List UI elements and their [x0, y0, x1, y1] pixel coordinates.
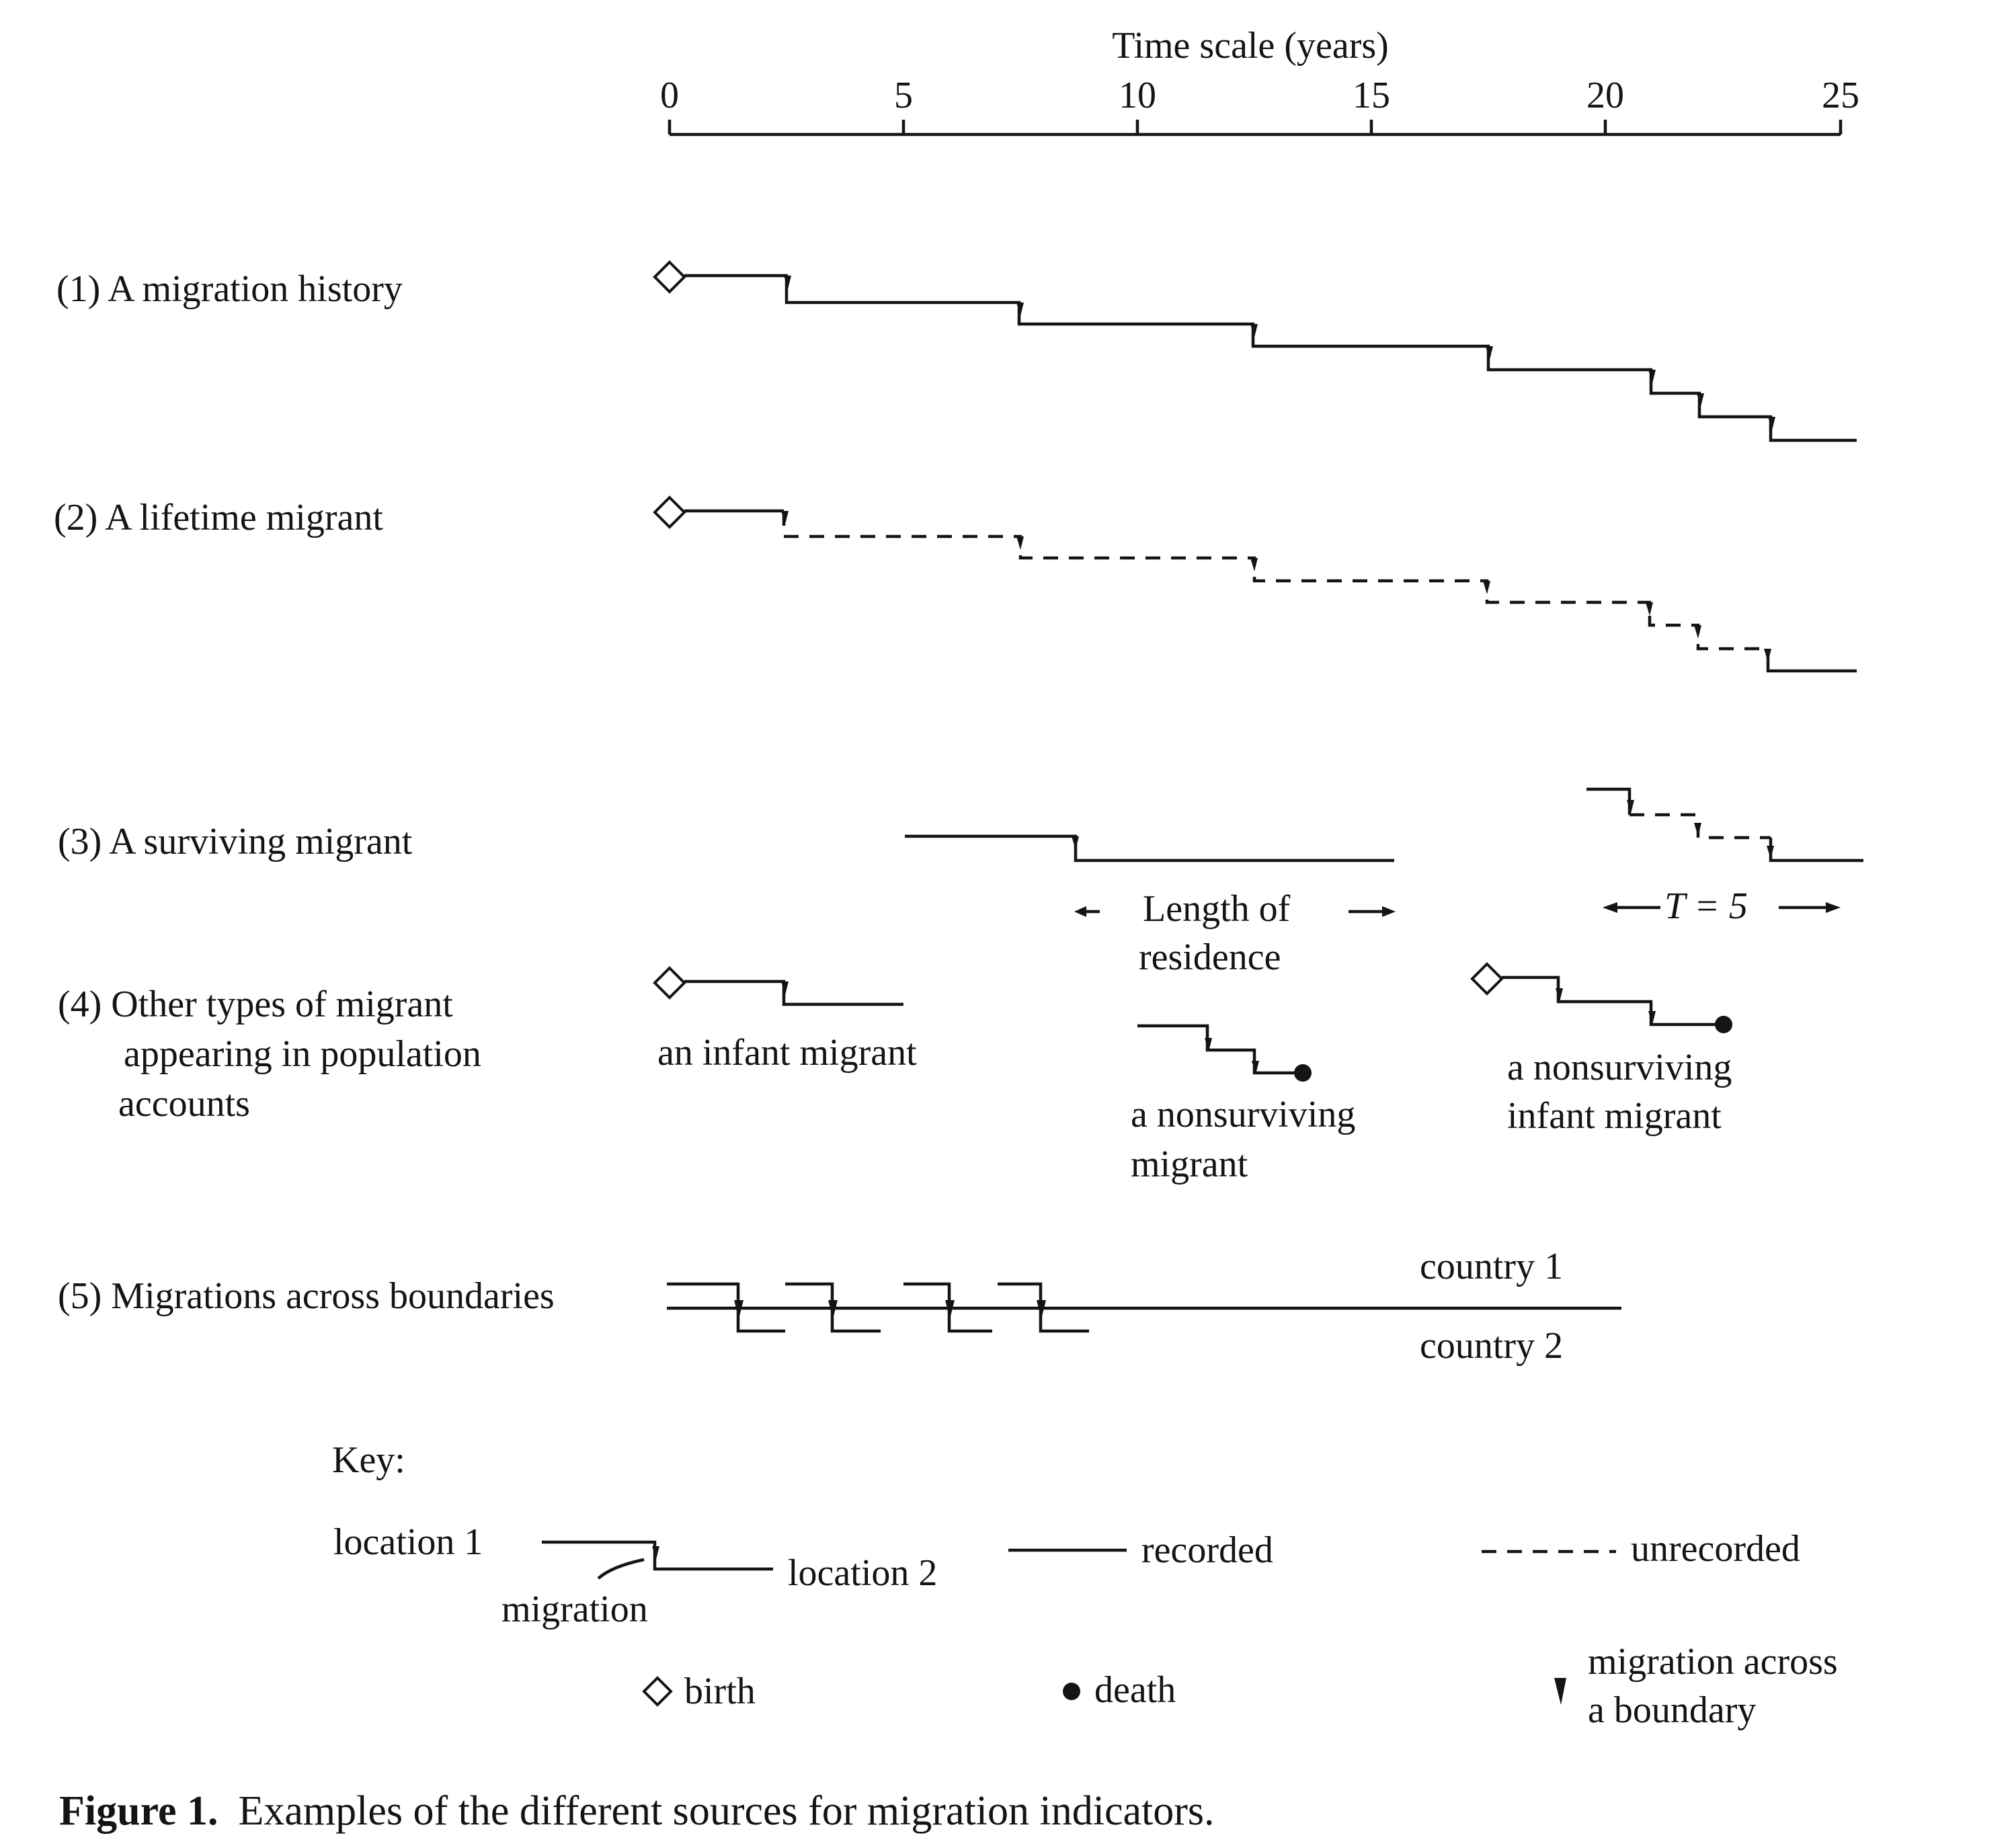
key-location-path — [542, 1540, 773, 1571]
country-2-label: country 2 — [1420, 1325, 1563, 1367]
row-2-lifetime-migrant — [653, 495, 1857, 673]
boundary-migration-icon — [828, 1300, 838, 1319]
boundary-migration-icon — [1252, 1061, 1259, 1074]
row-label-4-line1: (4) Other types of migrant — [58, 983, 453, 1025]
left-arrow-icon — [1603, 902, 1617, 913]
boundary-migration-icon — [1205, 1038, 1212, 1051]
recorded-segment — [1769, 838, 1863, 862]
row-label-5: (5) Migrations across boundaries — [58, 1275, 555, 1317]
figure-caption: Figure 1. Examples of the different sour… — [59, 1788, 1214, 1834]
birth-icon — [1470, 962, 1504, 996]
row-5-boundary-migrations: country 1 country 2 — [667, 1246, 1621, 1367]
key-location-2-label: location 2 — [788, 1552, 937, 1594]
key-birth-label: birth — [684, 1671, 756, 1712]
boundary-migration-icon — [1694, 625, 1701, 639]
infant-migrant-label: an infant migrant — [657, 1032, 917, 1074]
boundary-migration-icon — [1037, 1300, 1046, 1319]
boundary-migration-icon — [734, 1300, 743, 1319]
key-death-icon — [1063, 1683, 1080, 1700]
key-unrecorded-label: unrecorded — [1631, 1528, 1800, 1570]
unrecorded-segment — [782, 511, 1768, 651]
death-icon — [1715, 1016, 1732, 1033]
boundary-migration-icon — [784, 276, 791, 289]
key-location-1-label: location 1 — [333, 1521, 483, 1563]
boundary-migration-icon — [1250, 558, 1258, 571]
right-arrow-icon — [1382, 906, 1396, 917]
recorded-segment — [684, 979, 903, 1006]
residence-label: residence — [1139, 936, 1281, 978]
birth-icon — [653, 495, 686, 529]
key-migration-pointer — [597, 1558, 645, 1580]
axis-tick-label-5: 5 — [894, 75, 913, 116]
caption-label: Figure 1. — [59, 1788, 218, 1834]
nonsurviving-migrant-label-line2: migrant — [1131, 1143, 1248, 1185]
boundary-migration-icon — [1697, 393, 1704, 407]
key-boundary-migration-icon — [1554, 1678, 1566, 1705]
row-4-other-migrant-types: an infant migrant a nonsurviving migrant… — [653, 962, 1732, 1185]
row-1-migration-history — [653, 260, 1857, 442]
birth-icon — [653, 260, 686, 294]
left-arrow-icon — [1074, 906, 1086, 917]
axis-tick-label-0: 0 — [660, 75, 679, 116]
row-label-4-line2: appearing in population — [124, 1033, 481, 1075]
nonsurviving-migrant-label-line1: a nonsurviving — [1131, 1094, 1355, 1135]
nonsurviving-infant-label-line2: infant migrant — [1507, 1095, 1722, 1137]
death-icon — [1294, 1064, 1312, 1082]
recorded-segment — [905, 834, 1394, 862]
key-title: Key: — [332, 1439, 405, 1481]
recorded-segment — [1502, 975, 1722, 1027]
recorded-segment — [1137, 1024, 1301, 1075]
length-of-residence-label: Length of — [1143, 888, 1291, 930]
row-label-2: (2) A lifetime migrant — [54, 497, 383, 538]
length-of-residence-annotation: Length of residence — [1074, 888, 1396, 978]
key-death-label: death — [1094, 1669, 1176, 1711]
row-label-3: (3) A surviving migrant — [58, 821, 413, 862]
country-1-label: country 1 — [1420, 1246, 1563, 1287]
axis-tick-label-25: 25 — [1822, 75, 1859, 116]
axis-tick-label-20: 20 — [1586, 75, 1624, 116]
boundary-migration-icon — [781, 511, 789, 524]
boundary-migration-icon — [1768, 417, 1775, 430]
boundary-migration-icon — [781, 981, 789, 995]
key-migration-label: migration — [501, 1589, 648, 1630]
row-label-4-line3: accounts — [118, 1083, 250, 1125]
key-birth-icon — [642, 1676, 673, 1707]
row-label-1: (1) A migration history — [56, 268, 403, 310]
boundary-migration-icon — [1648, 370, 1656, 383]
recorded-segment — [1766, 649, 1857, 673]
birth-icon — [653, 966, 686, 1000]
legend-key: Key: location 1 location 2 migration rec… — [332, 1439, 1838, 1731]
caption-text: Examples of the different sources for mi… — [239, 1788, 1215, 1834]
recorded-segment — [1586, 787, 1632, 815]
boundary-migration-icon — [945, 1300, 955, 1319]
right-arrow-icon — [1826, 902, 1841, 913]
key-boundary-label-line2: a boundary — [1588, 1689, 1756, 1731]
key-recorded-label: recorded — [1141, 1529, 1273, 1571]
boundary-migration-icon — [1764, 649, 1771, 662]
t-equals-5-annotation: T = 5 — [1603, 885, 1841, 927]
boundary-migration-icon — [1483, 581, 1490, 594]
key-migration-icon — [652, 1546, 659, 1560]
boundary-migration-icon — [1767, 846, 1774, 859]
boundary-migration-icon — [1016, 536, 1024, 550]
axis-tick-label-10: 10 — [1119, 75, 1156, 116]
axis-title: Time scale (years) — [1112, 25, 1389, 67]
boundary-migration-icon — [1694, 823, 1701, 836]
t-equals-5-label: T = 5 — [1664, 885, 1748, 927]
key-boundary-label-line1: migration across — [1588, 1641, 1838, 1683]
boundary-migration-icon — [1627, 800, 1634, 813]
row-3-surviving-migrant: Length of residence T = 5 — [905, 787, 1863, 978]
residence-segment — [684, 274, 1857, 442]
time-axis: Time scale (years) 0 5 10 15 20 25 — [660, 25, 1859, 136]
nonsurviving-infant-label-line1: a nonsurviving — [1507, 1047, 1732, 1088]
boundary-migration-icon — [1250, 324, 1258, 337]
boundary-migration-icon — [1556, 988, 1563, 1002]
boundary-migration-icon — [1072, 836, 1079, 850]
axis-tick-label-15: 15 — [1353, 75, 1390, 116]
boundary-migration-icon — [1648, 1011, 1656, 1025]
boundary-migration-icon — [1016, 303, 1024, 316]
boundary-migration-icon — [1646, 602, 1653, 616]
boundary-migration-icon — [1486, 346, 1493, 360]
